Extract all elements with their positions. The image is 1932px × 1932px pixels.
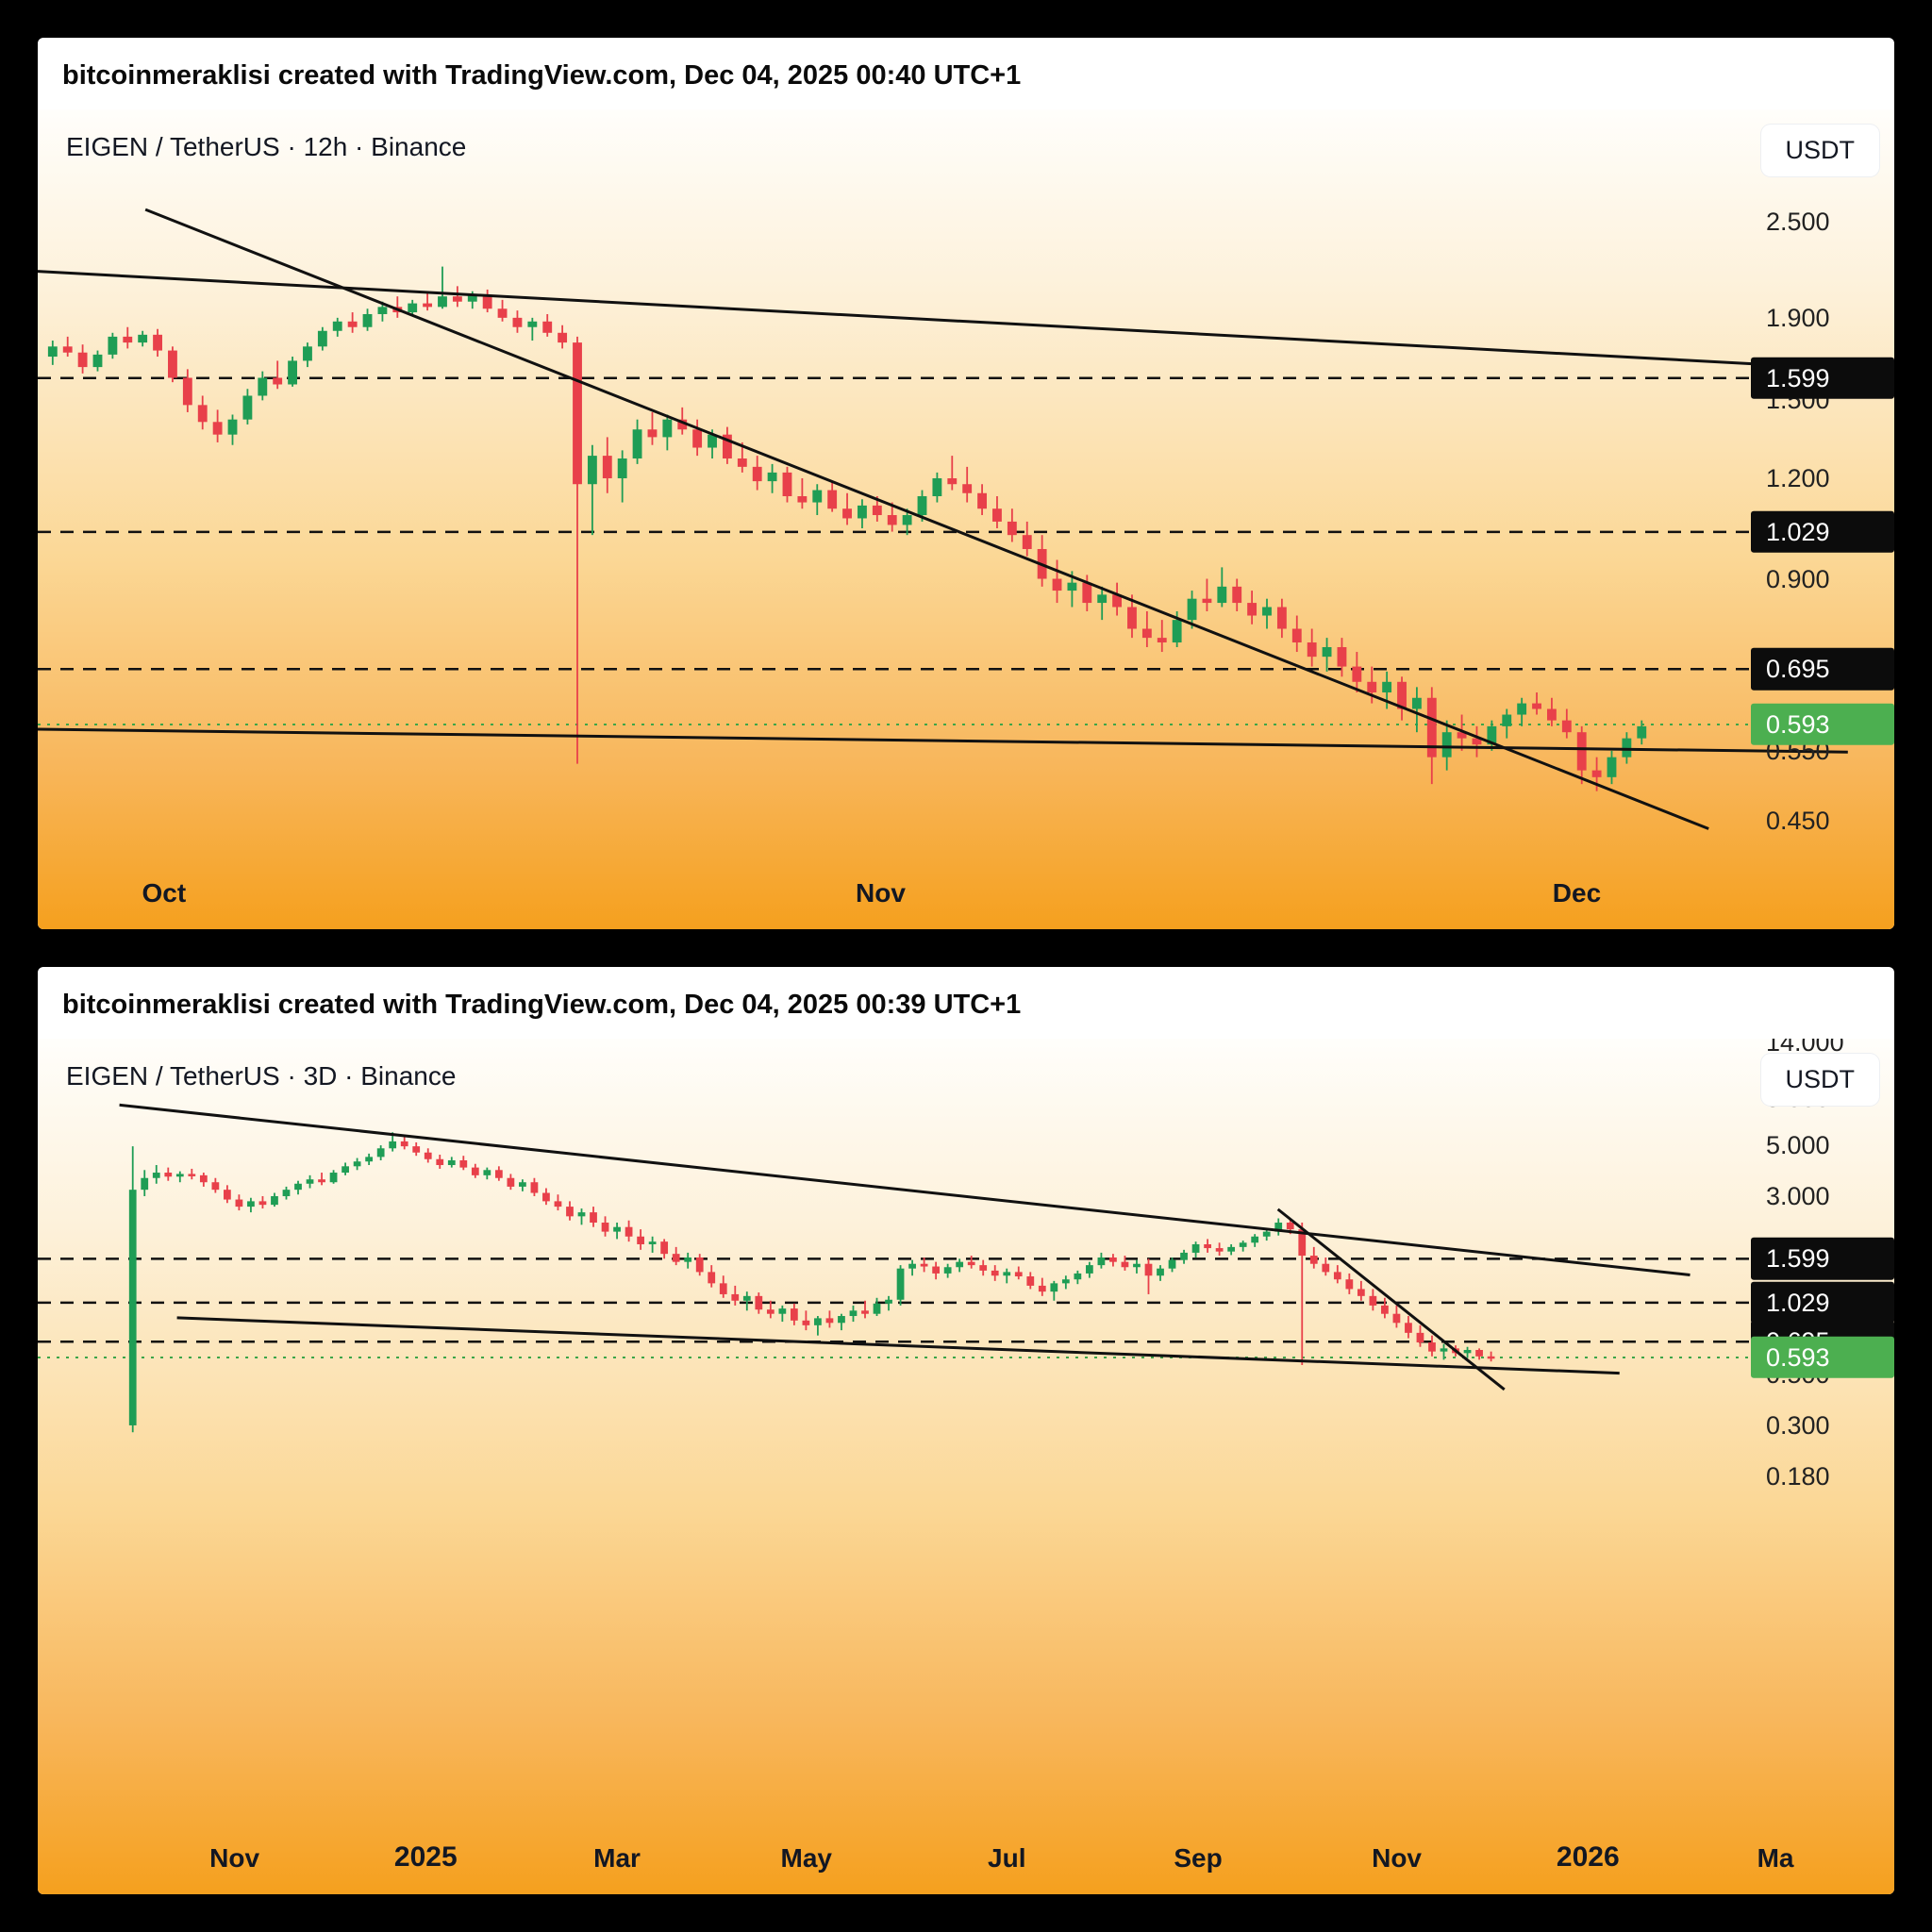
price-axis-label: 0.450 (1766, 806, 1830, 835)
chart-card-3d: bitcoinmeraklisi created with TradingVie… (38, 967, 1894, 1894)
time-axis-label: Nov (856, 878, 906, 908)
current-price-label: 0.593 (1751, 1336, 1894, 1379)
price-axis-label: 1.200 (1766, 463, 1830, 492)
candlestick-plot[interactable] (38, 109, 1894, 929)
chart-symbol-title[interactable]: EIGEN / TetherUS · 3D · Binance (66, 1061, 457, 1091)
chart-card-12h: bitcoinmeraklisi created with TradingVie… (38, 38, 1894, 929)
price-axis-label: 1.900 (1766, 303, 1830, 332)
currency-button[interactable]: USDT (1760, 1054, 1879, 1106)
attribution-text: bitcoinmeraklisi created with TradingVie… (62, 60, 1022, 91)
price-axis-label: 0.695 (1751, 648, 1894, 691)
time-axis-label: May (780, 1843, 832, 1873)
price-axis-label: 0.900 (1766, 564, 1830, 593)
chart-area-12h: EIGEN / TetherUS · 12h · Binance USDT 2.… (38, 109, 1894, 929)
price-axis-label: 2.500 (1766, 208, 1830, 237)
chart-symbol-title[interactable]: EIGEN / TetherUS · 12h · Binance (66, 132, 467, 161)
time-axis-label: Dec (1552, 878, 1602, 908)
currency-button[interactable]: USDT (1760, 125, 1879, 176)
time-axis-label: Mar (593, 1843, 641, 1873)
price-axis-label: 1.599 (1751, 357, 1894, 399)
time-axis-label: 2026 (1556, 1841, 1620, 1873)
time-axis-label: Jul (988, 1843, 1026, 1873)
current-price-label: 0.593 (1751, 703, 1894, 746)
attribution-text: bitcoinmeraklisi created with TradingVie… (62, 990, 1022, 1020)
time-axis-label: Ma (1757, 1843, 1794, 1873)
time-axis-label: Nov (1372, 1843, 1423, 1873)
price-axis-label: 1.029 (1751, 1281, 1894, 1324)
price-axis-label: 1.029 (1751, 510, 1894, 554)
chart-area-3d: EIGEN / TetherUS · 3D · Binance USDT 14.… (38, 1039, 1894, 1894)
price-axis-label: 3.000 (1766, 1181, 1830, 1210)
time-axis-label: Sep (1174, 1843, 1223, 1873)
chart-canvas (38, 208, 1894, 830)
price-axis-label: 0.180 (1766, 1461, 1830, 1491)
time-axis-label: 2025 (393, 1841, 458, 1873)
price-axis-label: 5.000 (1766, 1130, 1830, 1159)
time-axis-label: Nov (209, 1843, 260, 1873)
time-axis-label: Oct (142, 878, 187, 908)
chart-canvas (38, 1103, 1894, 1433)
price-axis-label: 14.000 (1766, 1039, 1844, 1058)
price-axis-label: 1.599 (1751, 1238, 1894, 1280)
candlestick-plot[interactable] (38, 1039, 1894, 1894)
price-axis-label: 0.300 (1766, 1410, 1830, 1440)
